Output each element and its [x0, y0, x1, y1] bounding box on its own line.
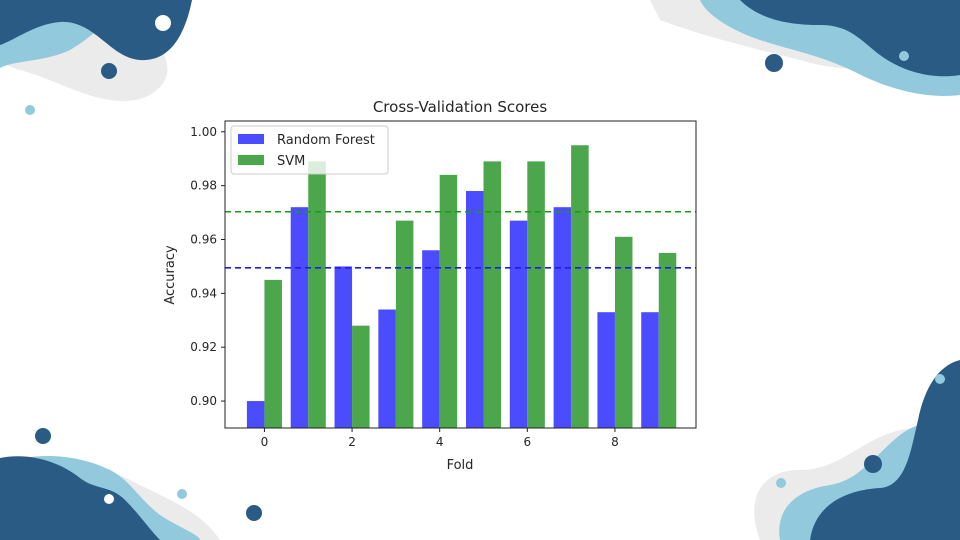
bar-svm-fold-8: [614, 236, 633, 428]
bottom-right-light-dot-2: [776, 478, 786, 488]
bar-svm-fold-6: [527, 161, 545, 429]
bar-svm-fold-3: [395, 220, 414, 428]
y-axis: 0.90 0.92 0.94 0.96 0.98 1.00: [190, 125, 225, 408]
y-tick-label: 0.94: [190, 286, 217, 300]
bar-svm-fold-4: [439, 174, 458, 428]
y-tick-label: 1.00: [190, 125, 217, 139]
y-axis-label: Accuracy: [163, 245, 178, 305]
legend-label-svm: SVM: [277, 154, 305, 169]
bar-svm-fold-1: [308, 161, 326, 429]
mean-lines-group: [225, 210, 696, 269]
bar-random-forest-fold-1: [290, 207, 309, 428]
bar-svm-fold-5: [483, 161, 502, 429]
bar-svm-fold-7: [571, 145, 589, 428]
top-left-dark-blob: [0, 0, 192, 61]
top-right-dark-dot: [765, 54, 783, 72]
bar-random-forest-fold-7: [553, 207, 572, 428]
bar-svm-fold-0: [264, 279, 282, 428]
x-axis-label: Fold: [447, 458, 474, 473]
top-left-dark-dot: [101, 63, 117, 79]
bar-svm-fold-9: [658, 252, 677, 428]
x-tick-label: 2: [348, 435, 356, 449]
bottom-left-white-dot: [104, 494, 114, 504]
y-tick-label: 0.96: [190, 232, 217, 246]
legend-swatch-random-forest: [238, 134, 264, 144]
legend-box: [230, 125, 389, 175]
x-tick-label: 4: [436, 435, 444, 449]
chart-title: Cross-Validation Scores: [373, 98, 548, 116]
bottom-right-light-dot: [935, 374, 945, 384]
bar-random-forest-fold-9: [641, 312, 659, 428]
y-tick-label: 0.90: [190, 394, 217, 408]
bar-random-forest-fold-3: [378, 309, 396, 428]
bar-random-forest-fold-6: [509, 220, 528, 428]
bottom-left-dark-blob: [0, 456, 160, 540]
bar-random-forest-fold-2: [334, 266, 353, 428]
top-left-light-dot: [25, 105, 35, 115]
bottom-left-dark-dot-2: [246, 505, 262, 521]
bar-random-forest-fold-8: [597, 312, 615, 428]
bar-random-forest-fold-0: [246, 401, 265, 428]
x-tick-label: 8: [611, 435, 619, 449]
bar-random-forest-fold-5: [465, 191, 484, 428]
bottom-left-dark-dot: [35, 428, 51, 444]
x-tick-label: 6: [523, 435, 531, 449]
x-axis: 0 2 4 6 8: [261, 428, 619, 449]
bottom-right-dark-blob: [810, 360, 960, 540]
bottom-right-dark-dot: [864, 455, 882, 473]
bars-group: [246, 145, 677, 429]
legend-label-random-forest: Random Forest: [277, 133, 375, 148]
bar-random-forest-fold-4: [422, 250, 440, 428]
bar-svm-fold-2: [352, 325, 370, 428]
y-tick-label: 0.92: [190, 340, 217, 354]
legend[interactable]: Random Forest SVM: [230, 125, 389, 175]
legend-swatch-svm: [238, 155, 264, 165]
top-right-light-dot: [899, 51, 909, 61]
plot-frame: [224, 120, 697, 429]
bottom-left-light-dot: [177, 489, 187, 499]
x-tick-label: 0: [261, 435, 269, 449]
top-left-white-dot: [155, 15, 171, 31]
y-tick-label: 0.98: [190, 179, 217, 193]
